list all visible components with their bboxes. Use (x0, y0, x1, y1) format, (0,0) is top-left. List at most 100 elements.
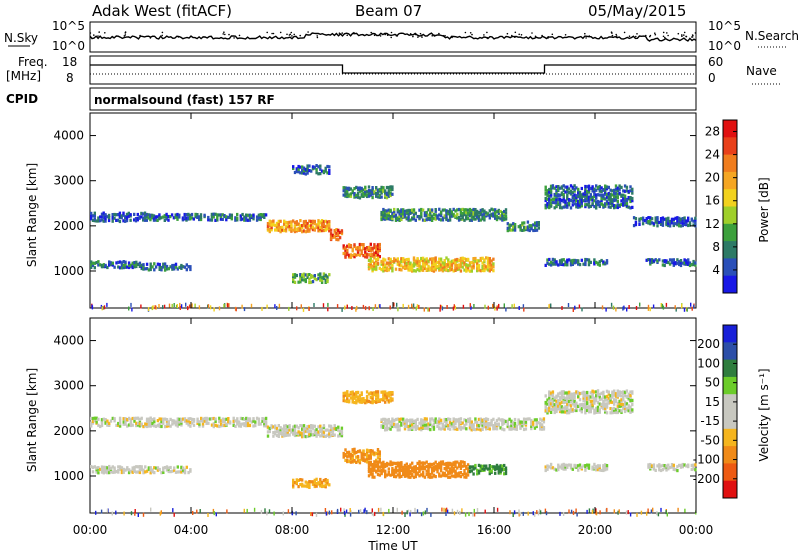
data-cell (609, 202, 612, 206)
data-cell (629, 398, 632, 403)
scatter-cell (371, 508, 373, 513)
data-cell (466, 473, 470, 477)
scatter-cell (243, 508, 245, 513)
data-cell (407, 212, 410, 216)
data-cell (378, 249, 381, 253)
data-cell (342, 391, 345, 395)
data-cell (371, 394, 374, 398)
data-cell (454, 268, 457, 272)
data-cell (420, 207, 423, 212)
data-cell (389, 185, 392, 189)
data-cell (297, 222, 300, 226)
scatter-cell (349, 508, 351, 512)
data-cell (526, 220, 530, 224)
data-cell (111, 263, 114, 267)
data-cell (423, 262, 427, 266)
data-cell (396, 461, 399, 465)
data-cell (144, 470, 147, 474)
data-cell (369, 451, 372, 456)
data-cell (555, 189, 558, 193)
data-cell (468, 465, 472, 469)
data-cell (470, 209, 473, 213)
data-cell (106, 215, 109, 219)
data-cell (546, 189, 549, 193)
scatter-cell (484, 509, 486, 514)
data-cell (198, 420, 201, 424)
data-cell (284, 229, 288, 233)
data-cell (322, 220, 326, 224)
colorbar-tick-label: 15 (705, 395, 720, 409)
data-cell (310, 274, 313, 278)
data-cell (398, 268, 401, 272)
data-cell (243, 417, 246, 421)
data-cell (531, 422, 535, 426)
data-cell (474, 466, 477, 470)
data-cell (477, 417, 481, 421)
scatter-cell (575, 508, 577, 513)
data-cell (587, 184, 591, 188)
scatter-cell (538, 508, 541, 513)
data-cell (587, 199, 591, 203)
scatter-cell (327, 307, 329, 312)
data-cell (407, 475, 410, 479)
data-cell (598, 397, 601, 402)
data-cell (605, 402, 609, 406)
scatter-cell (519, 511, 522, 516)
data-cell (113, 470, 116, 474)
data-cell (450, 214, 454, 218)
data-cell (129, 420, 133, 424)
data-cell (353, 192, 356, 196)
data-cell (466, 470, 470, 474)
data-cell (346, 186, 349, 190)
data-cell (432, 267, 436, 271)
data-cell (627, 205, 630, 209)
scatter-cell (207, 304, 209, 309)
data-cell (97, 216, 100, 220)
data-cell (102, 465, 105, 469)
data-cell (391, 266, 394, 270)
data-cell (623, 393, 627, 397)
data-cell (681, 465, 684, 469)
data-cell (567, 403, 571, 407)
data-cell (365, 394, 369, 399)
data-cell (510, 426, 513, 430)
data-cell (578, 463, 582, 467)
noise-search-dot (409, 33, 412, 35)
y-tick-label: 2000 (53, 424, 84, 438)
data-cell (347, 450, 351, 454)
data-cell (255, 416, 259, 420)
data-cell (620, 199, 623, 203)
data-cell (385, 209, 389, 213)
data-cell (474, 428, 477, 432)
data-cell (593, 205, 596, 209)
data-cell (544, 404, 547, 408)
data-cell (553, 201, 556, 205)
data-cell (286, 225, 289, 229)
data-cell (402, 257, 405, 261)
data-cell (434, 256, 437, 260)
data-cell (421, 258, 425, 263)
data-cell (373, 246, 376, 250)
data-cell (661, 468, 665, 472)
data-cell (535, 224, 539, 228)
data-cell (584, 257, 587, 262)
data-cell (558, 408, 562, 412)
data-cell (189, 468, 192, 472)
data-cell (690, 263, 693, 267)
data-cell (127, 416, 131, 420)
data-cell (602, 193, 605, 197)
data-cell (252, 424, 255, 428)
data-cell (394, 461, 398, 466)
data-cell (162, 265, 165, 269)
data-cell (344, 186, 347, 190)
freq-left-tick-bottom: 8 (66, 71, 74, 85)
data-cell (391, 469, 394, 473)
data-cell (611, 204, 614, 208)
data-cell (486, 417, 490, 422)
data-cell (611, 189, 614, 193)
data-cell (403, 212, 407, 217)
scatter-cell (207, 304, 210, 309)
data-cell (248, 218, 252, 222)
data-cell (319, 434, 322, 438)
data-cell (549, 466, 553, 470)
